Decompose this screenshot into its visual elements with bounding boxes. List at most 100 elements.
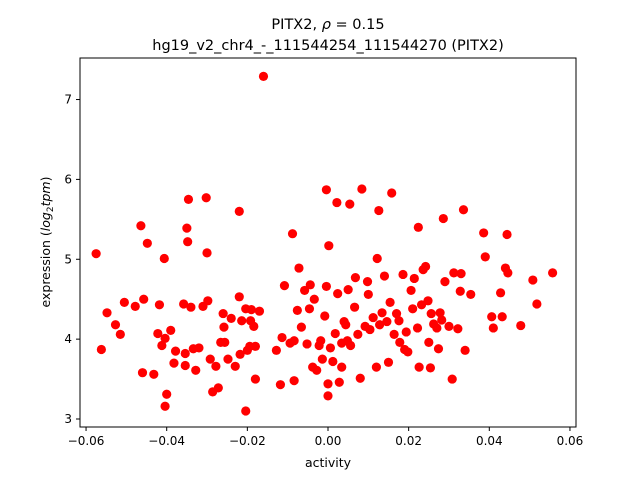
data-point-134 — [412, 323, 423, 333]
data-point-58 — [250, 341, 261, 351]
data-point-6 — [130, 301, 140, 311]
data-point-170 — [528, 275, 538, 285]
data-point-56 — [246, 304, 256, 315]
data-point-153 — [449, 268, 459, 278]
data-point-82 — [317, 354, 327, 364]
data-point-25 — [182, 223, 192, 233]
data-point-79 — [312, 365, 322, 375]
data-point-162 — [487, 312, 497, 322]
data-point-20 — [169, 358, 179, 368]
data-point-17 — [160, 401, 170, 411]
data-point-109 — [362, 277, 373, 287]
y-axis-label: expression (log2tpm) — [38, 177, 56, 308]
data-point-105 — [353, 329, 363, 339]
data-point-131 — [406, 285, 416, 296]
data-point-45 — [226, 313, 236, 323]
data-point-47 — [234, 206, 244, 216]
data-point-127 — [398, 269, 408, 280]
data-point-115 — [374, 205, 384, 216]
data-point-119 — [382, 316, 392, 327]
x-tick-label-0: −0.06 — [68, 434, 105, 448]
data-point-52 — [241, 406, 251, 416]
data-point-169 — [516, 320, 526, 331]
data-point-91 — [330, 328, 340, 339]
data-point-133 — [409, 273, 419, 284]
data-point-151 — [444, 321, 454, 331]
data-point-129 — [401, 327, 411, 337]
data-point-143 — [426, 308, 436, 319]
data-point-125 — [394, 316, 404, 326]
data-point-4 — [115, 329, 125, 339]
data-point-152 — [447, 374, 457, 384]
data-point-104 — [350, 273, 361, 283]
data-point-114 — [372, 253, 382, 264]
data-point-111 — [365, 324, 375, 335]
data-point-22 — [179, 299, 189, 309]
x-tick-label-3: 0.00 — [315, 434, 342, 448]
data-point-118 — [379, 271, 390, 281]
data-point-2 — [102, 308, 112, 318]
data-point-3 — [110, 320, 121, 330]
data-point-92 — [332, 197, 342, 208]
x-tick-label-5: 0.04 — [476, 434, 503, 448]
data-point-132 — [408, 304, 418, 314]
data-point-122 — [387, 188, 397, 198]
x-tick-label-1: −0.04 — [148, 434, 185, 448]
data-point-164 — [495, 288, 506, 298]
data-point-136 — [414, 362, 424, 372]
data-point-76 — [305, 280, 315, 290]
data-point-96 — [337, 362, 347, 372]
data-point-154 — [453, 324, 463, 334]
data-point-161 — [480, 252, 490, 262]
data-point-86 — [323, 379, 333, 389]
data-point-21 — [170, 346, 181, 356]
data-point-13 — [154, 300, 165, 310]
data-point-38 — [211, 361, 221, 371]
data-point-165 — [497, 312, 507, 322]
data-point-5 — [119, 297, 129, 307]
data-point-112 — [368, 312, 378, 323]
data-point-41 — [218, 308, 228, 319]
data-point-83 — [320, 311, 330, 321]
data-point-93 — [333, 289, 343, 299]
x-tick-label-4: 0.02 — [395, 434, 422, 448]
chart-subtitle: hg19_v2_chr4_-_111544254_111544270 (PITX… — [152, 38, 504, 54]
data-point-7 — [136, 221, 146, 231]
data-point-50 — [237, 316, 247, 326]
data-point-67 — [287, 229, 298, 239]
data-point-49 — [235, 349, 245, 359]
data-point-81 — [316, 336, 326, 346]
y-tick-label-3: 6 — [64, 172, 72, 186]
chart-title: PITX2, ρ = 0.15 — [271, 17, 384, 33]
data-point-89 — [325, 343, 336, 353]
data-point-85 — [321, 281, 331, 292]
data-point-71 — [294, 263, 304, 273]
data-point-130 — [403, 347, 413, 357]
data-point-120 — [383, 357, 394, 367]
data-point-84 — [321, 185, 331, 195]
data-point-75 — [304, 304, 315, 314]
data-point-160 — [479, 228, 489, 238]
data-point-27 — [183, 194, 194, 204]
data-point-145 — [432, 323, 442, 333]
data-point-87 — [323, 391, 333, 401]
data-point-44 — [223, 354, 233, 364]
data-point-100 — [343, 285, 353, 295]
data-point-57 — [249, 321, 259, 331]
data-point-102 — [345, 340, 356, 351]
data-point-155 — [455, 286, 465, 296]
data-point-10 — [142, 238, 152, 248]
data-point-78 — [309, 294, 319, 304]
data-point-8 — [137, 368, 148, 378]
data-point-126 — [395, 337, 405, 347]
data-point-168 — [503, 268, 513, 278]
data-point-12 — [153, 328, 163, 339]
data-point-35 — [203, 296, 213, 306]
data-point-18 — [162, 389, 172, 399]
data-point-16 — [160, 333, 170, 343]
data-point-98 — [341, 320, 351, 330]
data-point-74 — [302, 339, 312, 349]
data-point-63 — [275, 380, 286, 390]
data-point-64 — [277, 332, 287, 343]
